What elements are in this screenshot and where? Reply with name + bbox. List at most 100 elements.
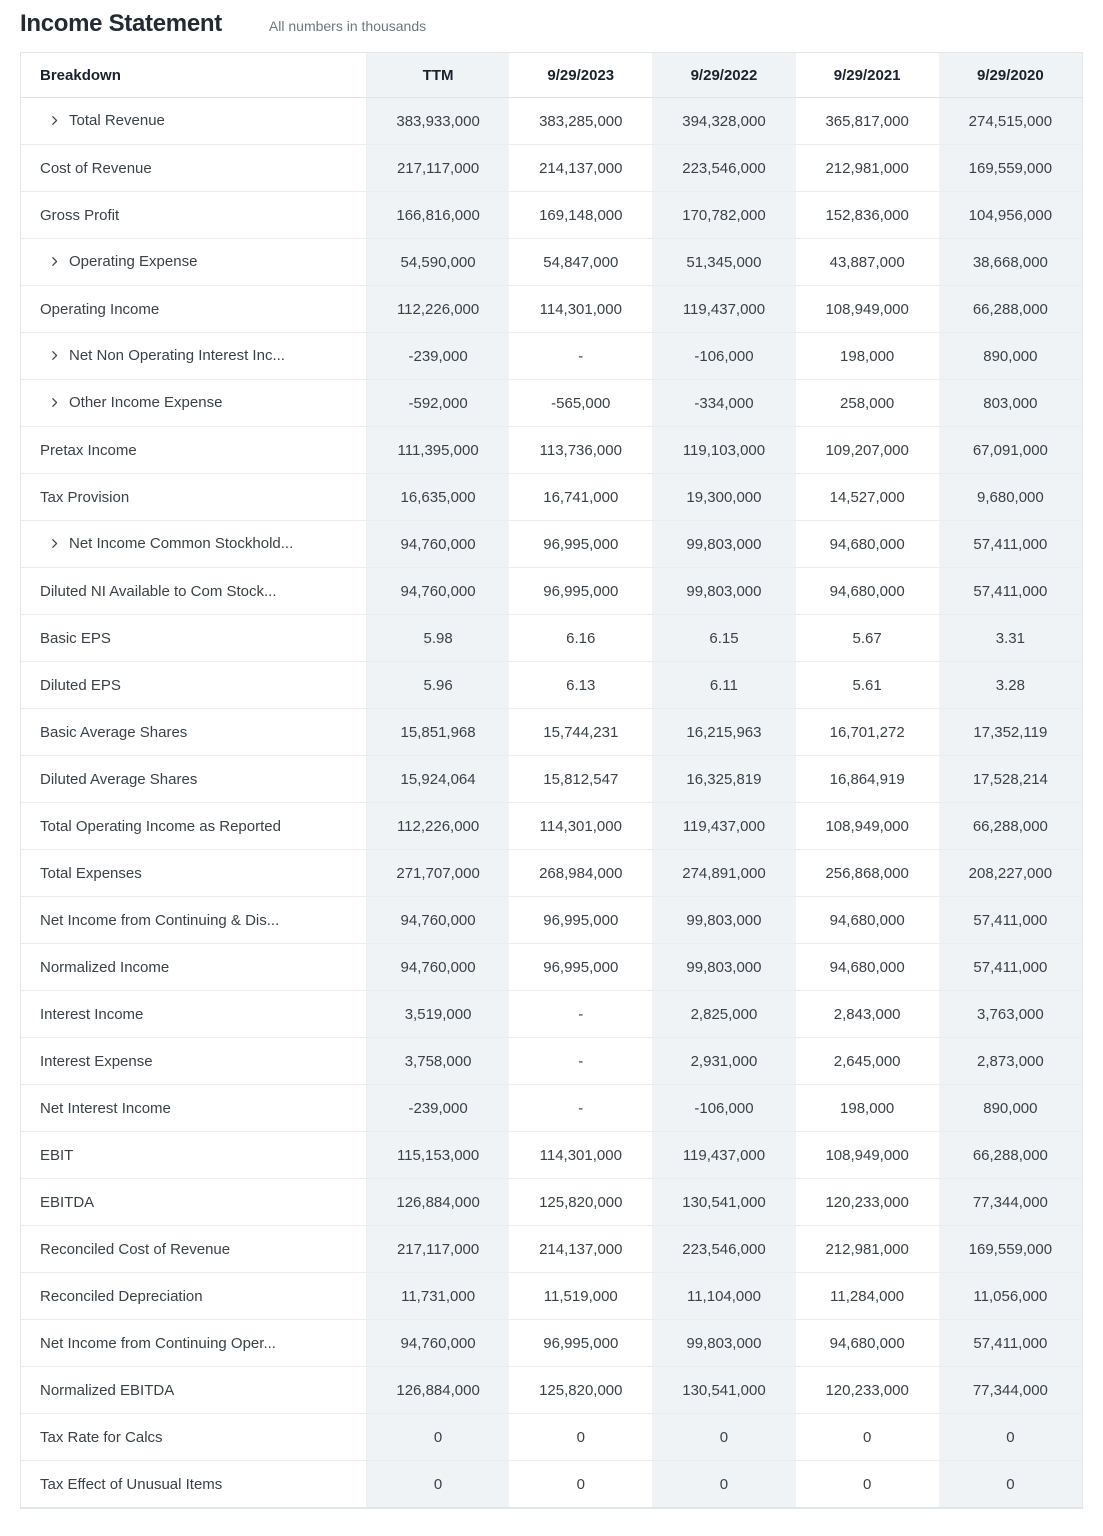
row-label-cell: Total Operating Income as Reported xyxy=(21,803,366,850)
chevron-right-icon xyxy=(49,256,60,267)
value-cell: 119,103,000 xyxy=(652,427,796,474)
row-label-text: Total Expenses xyxy=(40,864,142,882)
row-label-text: Net Income from Continuing Oper... xyxy=(40,1334,276,1352)
value-cell: 120,233,000 xyxy=(795,1179,939,1226)
row-label-text: Tax Rate for Calcs xyxy=(40,1428,163,1446)
value-cell: 99,803,000 xyxy=(652,944,796,991)
row-label-cell: Normalized EBITDA xyxy=(21,1367,366,1414)
page-header: Income Statement All numbers in thousand… xyxy=(0,0,1103,46)
row-label-cell: Reconciled Cost of Revenue xyxy=(21,1226,366,1273)
expandable-row-toggle[interactable]: Net Income Common Stockhold... xyxy=(40,535,293,552)
row-label: Normalized EBITDA xyxy=(40,1382,174,1399)
value-cell: 15,851,968 xyxy=(366,709,510,756)
row-label-text: Basic EPS xyxy=(40,629,111,647)
row-label: Reconciled Cost of Revenue xyxy=(40,1241,230,1258)
value-cell: 66,288,000 xyxy=(938,803,1082,850)
row-label-text: Normalized Income xyxy=(40,958,170,976)
row-label-text: Diluted NI Available to Com Stock... xyxy=(40,582,277,600)
expandable-row-toggle[interactable]: Operating Expense xyxy=(40,253,197,270)
units-note: All numbers in thousands xyxy=(268,18,427,34)
value-cell: -239,000 xyxy=(366,333,510,380)
row-label: Diluted EPS xyxy=(40,677,121,694)
row-label-text: Diluted EPS xyxy=(40,676,121,694)
row-label-cell: Net Income from Continuing & Dis... xyxy=(21,897,366,944)
value-cell: 166,816,000 xyxy=(366,192,510,239)
row-label-text: EBITDA xyxy=(40,1193,95,1211)
value-cell: 114,301,000 xyxy=(509,286,653,333)
value-cell: 96,995,000 xyxy=(509,1320,653,1367)
row-label: Normalized Income xyxy=(40,959,169,976)
value-cell: 3.28 xyxy=(938,662,1082,709)
row-label: Interest Income xyxy=(40,1006,143,1023)
row-label-cell: Total Expenses xyxy=(21,850,366,897)
value-cell: 104,956,000 xyxy=(938,192,1082,239)
value-cell: 198,000 xyxy=(795,1085,939,1132)
expandable-row-toggle[interactable]: Other Income Expense xyxy=(40,394,222,411)
row-label-cell: Operating Income xyxy=(21,286,366,333)
column-header-2020: 9/29/2020 xyxy=(938,53,1082,98)
row-label-cell: Net Interest Income xyxy=(21,1085,366,1132)
row-label: Cost of Revenue xyxy=(40,160,152,177)
chevron-right-icon xyxy=(49,350,60,361)
value-cell: 11,284,000 xyxy=(795,1273,939,1320)
value-cell: 223,546,000 xyxy=(652,1226,796,1273)
value-cell: 6.16 xyxy=(509,615,653,662)
row-label-cell: Tax Provision xyxy=(21,474,366,521)
value-cell: 94,680,000 xyxy=(795,1320,939,1367)
value-cell: 112,226,000 xyxy=(366,803,510,850)
row-label-cell: Net Income Common Stockhold... xyxy=(21,521,366,568)
chevron-right-icon xyxy=(49,538,60,549)
row-label-cell: Basic EPS xyxy=(21,615,366,662)
row-label-cell: Interest Expense xyxy=(21,1038,366,1085)
value-cell: 54,590,000 xyxy=(366,239,510,286)
value-cell: 890,000 xyxy=(938,333,1082,380)
value-cell: 0 xyxy=(652,1461,796,1508)
value-cell: 11,104,000 xyxy=(652,1273,796,1320)
expandable-row-toggle[interactable]: Total Revenue xyxy=(40,112,165,129)
table-row: Operating Income 112,226,000 114,301,000 11… xyxy=(21,286,1082,333)
row-label: Diluted NI Available to Com Stock... xyxy=(40,583,277,600)
value-cell: 2,873,000 xyxy=(938,1038,1082,1085)
column-header-2021: 9/29/2021 xyxy=(795,53,939,98)
row-label: Tax Rate for Calcs xyxy=(40,1429,163,1446)
income-statement-table: Breakdown TTM 9/29/2023 9/29/2022 9/29/2… xyxy=(20,52,1083,1509)
value-cell: 99,803,000 xyxy=(652,568,796,615)
value-cell: 57,411,000 xyxy=(938,1320,1082,1367)
table-row: Other Income Expense -592,000 -565,000 -334… xyxy=(21,380,1082,427)
table-row: Total Expenses 271,707,000 268,984,000 274,… xyxy=(21,850,1082,897)
table-row: Net Income Common Stockhold... 94,760,000… xyxy=(21,521,1082,568)
row-label-text: Tax Provision xyxy=(40,488,130,506)
row-label: EBIT xyxy=(40,1147,73,1164)
column-header-2023: 9/29/2023 xyxy=(509,53,653,98)
table-row: Normalized EBITDA 126,884,000 125,820,000 1… xyxy=(21,1367,1082,1414)
row-label: Basic Average Shares xyxy=(40,724,187,741)
value-cell: 94,680,000 xyxy=(795,568,939,615)
table-row: Diluted EPS 5.96 6.13 6.11 5.61 3.28 xyxy=(21,662,1082,709)
chevron-right-icon xyxy=(49,397,60,408)
table-row: Tax Rate for Calcs 0 0 0 0 0 xyxy=(21,1414,1082,1461)
value-cell: -592,000 xyxy=(366,380,510,427)
value-cell: 0 xyxy=(366,1461,510,1508)
value-cell: 108,949,000 xyxy=(795,286,939,333)
row-label-cell: Reconciled Depreciation xyxy=(21,1273,366,1320)
value-cell: 383,285,000 xyxy=(509,98,653,145)
row-label-cell: Diluted EPS xyxy=(21,662,366,709)
value-cell: 169,559,000 xyxy=(938,145,1082,192)
value-cell: 96,995,000 xyxy=(509,897,653,944)
table-row: Reconciled Depreciation 11,731,000 11,519,… xyxy=(21,1273,1082,1320)
table-row: Diluted NI Available to Com Stock... 94,7… xyxy=(21,568,1082,615)
value-cell: 0 xyxy=(938,1461,1082,1508)
value-cell: 119,437,000 xyxy=(652,1132,796,1179)
table-row: Operating Expense 54,590,000 54,847,000 51,… xyxy=(21,239,1082,286)
value-cell: 54,847,000 xyxy=(509,239,653,286)
value-cell: 14,527,000 xyxy=(795,474,939,521)
expandable-row-toggle[interactable]: Net Non Operating Interest Inc... xyxy=(40,347,285,364)
value-cell: 19,300,000 xyxy=(652,474,796,521)
value-cell: 66,288,000 xyxy=(938,286,1082,333)
row-label-text: Reconciled Cost of Revenue xyxy=(40,1240,231,1258)
row-label-text: Operating Income xyxy=(40,300,160,318)
value-cell: 17,352,119 xyxy=(938,709,1082,756)
table-row: Diluted Average Shares 15,924,064 15,812,5… xyxy=(21,756,1082,803)
value-cell: 57,411,000 xyxy=(938,944,1082,991)
table-row: Net Income from Continuing Oper... 94,760… xyxy=(21,1320,1082,1367)
